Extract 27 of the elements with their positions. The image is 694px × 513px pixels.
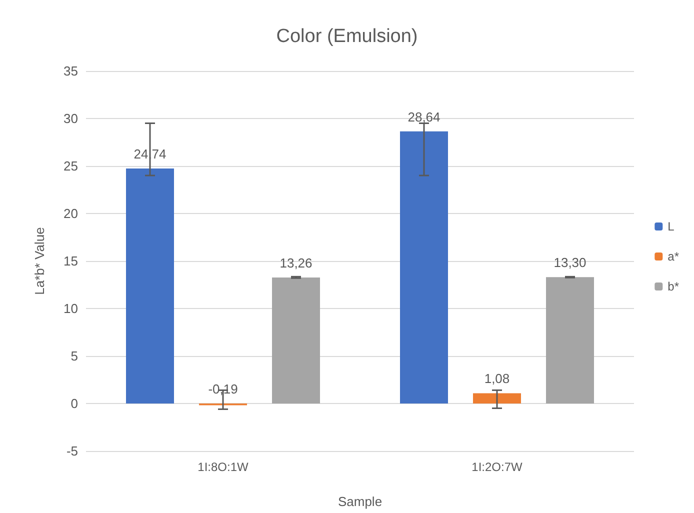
y-tick-label: 15 [64,254,78,268]
y-tick-label: 10 [64,301,78,316]
data-label: -0,19 [208,382,238,396]
bar [473,393,521,404]
data-label: 1,08 [484,371,510,386]
x-tick-label: 1I:8O:1W [198,460,250,474]
bar [400,131,448,404]
bar [272,278,320,404]
x-axis-title: Sample [338,494,382,509]
legend-label: b* [668,280,680,294]
data-label: 13,30 [554,255,586,270]
y-tick-label: -5 [66,444,78,458]
y-tick-label: 25 [64,158,78,174]
y-tick-label: 5 [70,348,78,364]
y-axis-title: La*b* Value [32,227,47,295]
bar [126,168,174,404]
y-tick-label: 30 [64,111,78,126]
data-label: 28,64 [408,109,440,124]
chart-title: Color (Emulsion) [276,26,418,47]
data-label: 13,26 [280,256,312,271]
y-tick-label: 0 [70,396,78,411]
x-tick-label: 1I:2O:7W [472,460,524,474]
bar [546,277,594,404]
legend-label: L [668,220,675,234]
y-tick-label: 35 [64,64,78,78]
legend-label: a* [668,250,680,264]
y-tick-label: 20 [64,206,78,221]
